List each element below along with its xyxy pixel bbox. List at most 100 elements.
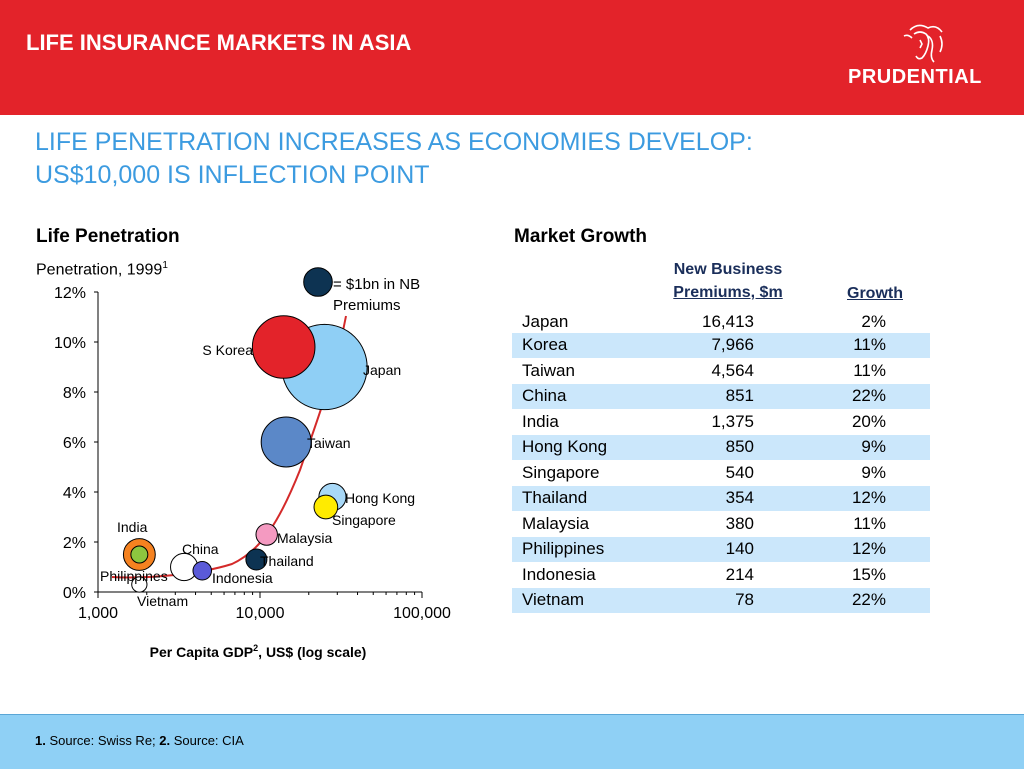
table-cell-country: Japan	[522, 312, 569, 331]
premiums-column-header: New Business Premiums, $m	[640, 258, 816, 304]
life-penetration-title: Life Penetration	[36, 226, 180, 247]
table-cell-premiums: 354	[725, 488, 754, 507]
y-tick-label: 8%	[63, 385, 86, 402]
subtitle-line-2: US$10,000 IS INFLECTION POINT	[35, 161, 430, 189]
x-tick-label: 1,000	[78, 605, 118, 622]
table-cell-growth: 20%	[851, 412, 886, 431]
table-cell-growth: 12%	[851, 539, 886, 558]
market-growth-title: Market Growth	[514, 226, 648, 247]
table-cell-growth: 9%	[861, 463, 886, 482]
point-label-india: India	[117, 519, 148, 535]
point-label-vietnam: Vietnam	[137, 593, 188, 609]
table-cell-growth: 11%	[853, 335, 886, 354]
table-row: Japan 16,413 2%	[512, 310, 930, 335]
point-label-hong-kong: Hong Kong	[345, 490, 415, 506]
table-cell-growth: 2%	[861, 312, 886, 331]
point-label-china: China	[182, 541, 219, 557]
table-cell-country: Vietnam	[522, 590, 585, 609]
subtitle-line-1: LIFE PENETRATION INCREASES AS ECONOMIES …	[35, 128, 753, 156]
table-cell-premiums: 4,564	[711, 361, 754, 380]
table-cell-country: Indonesia	[522, 565, 596, 584]
table-cell-country: Thailand	[522, 488, 588, 507]
table-cell-country: China	[522, 386, 567, 405]
bubble-taiwan	[260, 416, 312, 468]
point-label-japan: Japan	[363, 362, 401, 378]
bubble-vietnam	[131, 576, 148, 593]
table-cell-premiums: 851	[725, 386, 754, 405]
table-cell-premiums: 850	[725, 437, 754, 456]
chart-subtitle-text: Penetration, 1999	[36, 261, 163, 279]
table-row: India 1,375 20%	[512, 410, 930, 435]
table-cell-country: Hong Kong	[522, 437, 608, 456]
table-row: Korea 7,966 11%	[512, 333, 930, 358]
table-cell-country: Taiwan	[522, 361, 575, 380]
footnote-1-number: 1.	[35, 733, 46, 748]
bubble-indonesia	[192, 560, 213, 581]
prudential-logo: PRUDENTIAL	[848, 22, 1008, 94]
table-cell-growth: 22%	[851, 590, 886, 609]
y-tick-label: 6%	[63, 435, 86, 452]
table-cell-country: Singapore	[522, 463, 600, 482]
table-row: China 851 22%	[512, 384, 930, 409]
point-label-indonesia: Indonesia	[212, 570, 273, 586]
chart-subtitle-footnote: 1	[162, 260, 168, 271]
point-label-thailand: Thailand	[260, 553, 314, 569]
table-cell-growth: 15%	[851, 565, 886, 584]
table-cell-premiums: 78	[735, 590, 754, 609]
y-tick-label: 4%	[63, 485, 86, 502]
x-tick-label: 10,000	[236, 605, 285, 622]
table-row: Malaysia 380 11%	[512, 512, 930, 537]
y-tick-label: 0%	[63, 585, 86, 602]
point-label-philippines: Philippines	[100, 568, 168, 584]
table-cell-country: Philippines	[522, 539, 605, 558]
table-row: Thailand 354 12%	[512, 486, 930, 511]
bubble-s-korea	[251, 315, 316, 379]
x-tick-label: 100,000	[393, 605, 451, 622]
point-label-singapore: Singapore	[332, 512, 396, 528]
table-cell-growth: 22%	[851, 386, 886, 405]
table-row: Singapore 540 9%	[512, 461, 930, 486]
table-cell-premiums: 540	[725, 463, 754, 482]
header-bar: LIFE INSURANCE MARKETS IN ASIA PRUDENTIA…	[0, 0, 1024, 115]
y-tick-label: 10%	[54, 335, 86, 352]
bubble-thailand	[245, 548, 268, 571]
table-cell-premiums: 1,375	[711, 412, 754, 431]
growth-column-header: Growth	[847, 285, 903, 302]
table-cell-growth: 12%	[851, 488, 886, 507]
x-axis-label: Per Capita GDP2, US$ (log scale)	[150, 643, 367, 660]
table-cell-premiums: 140	[725, 539, 754, 558]
footnote-2-number: 2.	[159, 733, 171, 748]
footnote-1-text: Source: Swiss Re;	[45, 733, 160, 748]
y-tick-label: 2%	[63, 535, 86, 552]
table-cell-premiums: 16,413	[702, 312, 754, 331]
page-title: LIFE INSURANCE MARKETS IN ASIA	[26, 30, 412, 55]
chart-subtitle: Penetration, 19991	[36, 260, 168, 279]
bubble-philippines	[130, 545, 149, 564]
table-cell-country: India	[522, 412, 559, 431]
table-cell-premiums: 7,966	[711, 335, 754, 354]
table-cell-country: Korea	[522, 335, 568, 354]
table-cell-growth: 11%	[853, 361, 886, 380]
table-cell-premiums: 214	[725, 565, 754, 584]
point-label-s-korea: S Korea	[202, 342, 253, 358]
premiums-header-line-1: New Business	[673, 261, 783, 278]
bubble-malaysia	[255, 523, 278, 546]
table-cell-country: Malaysia	[522, 514, 590, 533]
prudence-head-icon	[903, 24, 943, 63]
table-row: Indonesia 214 15%	[512, 563, 930, 588]
table-row: Philippines 140 12%	[512, 537, 930, 562]
table-cell-growth: 11%	[853, 514, 886, 533]
table-row: Vietnam 78 22%	[512, 588, 930, 613]
y-tick-label: 12%	[54, 285, 86, 302]
footnote-2-text: Source: CIA	[170, 733, 244, 748]
footer-bar: 1. Source: Swiss Re; 2. Source: CIA	[0, 714, 1024, 769]
legend-bubble	[303, 267, 333, 297]
brand-name: PRUDENTIAL	[848, 66, 982, 88]
footer-sources: 1. Source: Swiss Re; 2. Source: CIA	[35, 733, 244, 748]
point-label-malaysia: Malaysia	[277, 530, 332, 546]
slide-subtitle: LIFE PENETRATION INCREASES AS ECONOMIES …	[35, 126, 935, 192]
table-cell-growth: 9%	[861, 437, 886, 456]
bubble-chart: 0% 2% 4% 6% 8% 10% 12% 1,000 10,000 100,000 Per Ca…	[54, 267, 451, 660]
bubble-singapore	[313, 494, 339, 520]
legend-label-line-2: Premiums	[333, 297, 401, 314]
